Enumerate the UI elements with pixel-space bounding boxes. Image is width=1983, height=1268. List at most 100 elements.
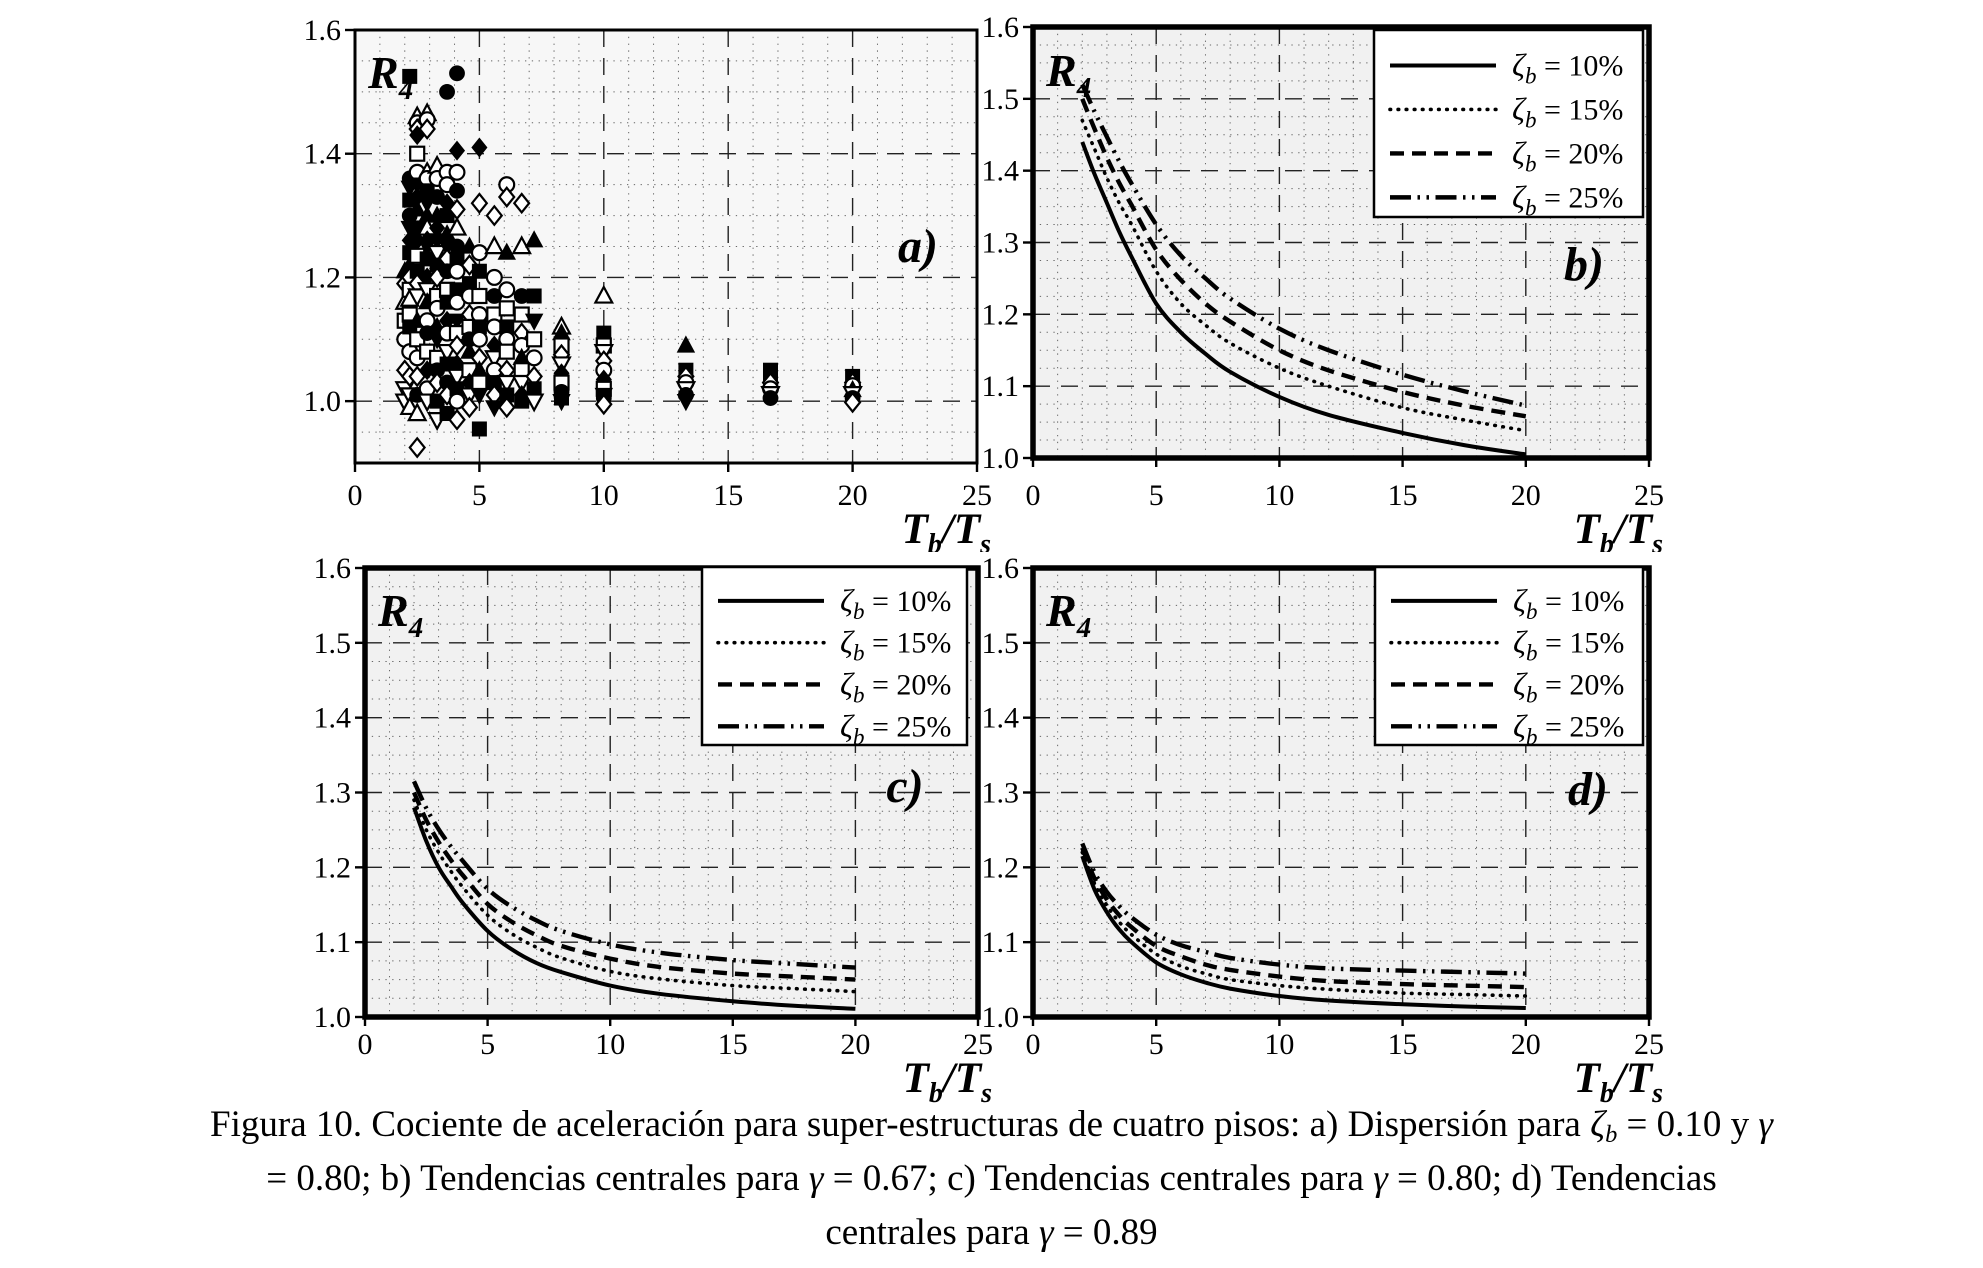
y-tick-label: 1.4 [304,138,342,171]
scatter-point [470,244,488,262]
x-tick-label: 5 [480,1028,495,1061]
scatter-point [511,235,532,255]
x-axis-title: Tb/Ts [1574,506,1664,552]
curve-solid [1080,141,1527,457]
y-tick-label: 1.3 [982,227,1020,260]
caption-text-segment: = 0.67; c) Tendencias centrales para [823,1158,1374,1200]
y-tick-label: 1.1 [982,370,1020,403]
axes: 0 5 10 15 20 25 1.0 1.1 1.2 1.3 1.4 1.5 1.6 [314,552,994,1061]
legend-label: ζb = 25% [1512,178,1623,220]
scatter-point [497,242,517,260]
curve-dashdotdot [412,780,856,970]
legend: ζb = 10%ζb = 15%ζb = 20%ζb = 25% [1373,565,1645,749]
scatter-point [593,284,615,304]
scatter-point [471,374,488,391]
panel-b-line-chart: 0 5 10 15 20 25 1.0 1.1 1.2 1.3 1.4 1.5 1.6 R4 b) Tb/Ts… [980,0,1683,560]
scatter-point [426,244,448,265]
scatter-point [449,65,465,82]
caption-text-segment: b [1605,1121,1618,1149]
panel-a-scatter-chart: 0 5 10 15 20 25 1.0 1.2 1.4 1.6 R4 a) Tb/Ts [240,0,1040,560]
x-tick-label: 5 [472,479,487,512]
scatter-point [409,145,426,162]
plot-frame [353,28,979,465]
curve-dashed [411,791,856,982]
x-tick-label: 5 [1149,1028,1164,1061]
caption-text-segment: ζ [1590,1104,1606,1145]
x-tick-label: 10 [589,479,619,512]
y-tick-label: 1.4 [982,155,1020,188]
y-tick-label: 1.5 [982,83,1020,116]
y-axis-label: R4 [1045,585,1091,644]
y-tick-label: 1.0 [982,1001,1020,1034]
legend-label: ζb = 15% [1512,90,1623,132]
panel-letter: d) [1568,763,1608,816]
x-tick-label: 15 [713,479,743,512]
x-tick-label: 25 [1634,479,1664,512]
scatter-point [471,421,487,437]
x-tick-label: 20 [1511,479,1541,512]
caption-text-segment: Figura 10. Cociente de aceleración para … [210,1104,1591,1145]
y-tick-label: 1.1 [982,926,1020,959]
scatter-point [446,368,468,388]
curve-dashed [1080,847,1526,990]
y-tick-label: 1.5 [982,627,1020,660]
caption-text-segment: = 0.10 y [1617,1104,1759,1145]
scatter-point [762,390,779,406]
scatter-point [676,394,696,412]
y-axis-label: R4 [377,585,423,644]
y-axis-label: R4 [367,47,413,106]
legend-box [1372,28,1645,219]
scatter-point [471,287,488,305]
legend-label: ζb = 15% [840,624,951,666]
legend: ζb = 10%ζb = 15%ζb = 20%ζb = 25% [1372,28,1645,220]
scatter-point [406,288,428,308]
scatter-point [470,387,489,406]
legend-box [1373,565,1645,747]
scatter-point [470,330,488,348]
y-tick-label: 1.0 [982,442,1020,475]
legend-label: ζb = 20% [1512,134,1623,176]
y-tick-label: 1.2 [314,851,352,884]
panel-letter: b) [1564,238,1604,291]
x-tick-label: 10 [1264,479,1294,512]
y-tick-label: 1.2 [982,298,1020,331]
scatter-point [552,394,571,412]
scatter-point [448,140,466,161]
caption-text-segment: γ [1758,1104,1773,1145]
curve-dotted [1080,118,1528,433]
y-tick-label: 1.6 [314,552,352,585]
caption-text-segment: = 0.89 [1053,1211,1158,1253]
curve-dashdotdot [1080,842,1526,976]
figure-caption: Figura 10. Cociente de aceleración para … [0,1098,1983,1259]
scatter-point [497,186,516,208]
legend-label: ζb = 10% [1512,47,1623,89]
legend-label: ζb = 20% [840,665,951,707]
scatter-point [511,374,532,394]
scatter-point [485,268,503,286]
x-axis-title: Tb/Ts [902,506,992,552]
scatter-point [498,300,515,317]
legend-label: ζb = 10% [840,582,951,624]
scatter-point [402,68,418,84]
curve-dashdotdot [1080,83,1527,408]
x-axis-title: Tb/Ts [903,1055,993,1108]
scatter-point [470,192,489,215]
scatter-point [525,349,543,367]
scatter-point [448,408,466,431]
x-tick-label: 15 [1388,479,1418,512]
x-tick-label: 15 [718,1028,748,1061]
scatter-point [446,216,468,236]
panel-letter: c) [886,760,923,813]
axes: 0 5 10 15 20 25 1.0 1.1 1.2 1.3 1.4 1.5 1.6 [982,552,1665,1061]
scatter-point [460,254,479,277]
scatter-point [594,393,613,416]
y-tick-label: 1.4 [314,702,352,735]
y-tick-label: 1.5 [314,627,352,660]
scatter-point [498,281,516,299]
panel-c-line-chart: 0 5 10 15 20 25 1.0 1.1 1.2 1.3 1.4 1.5 1.6 R4 c) Tb/Ts… [250,552,1050,1113]
scatter-point [460,396,479,419]
legend-label: ζb = 25% [840,707,951,749]
gridlines [1033,568,1649,1017]
caption-text-segment: = 0.80; d) Tendencias [1387,1158,1717,1200]
